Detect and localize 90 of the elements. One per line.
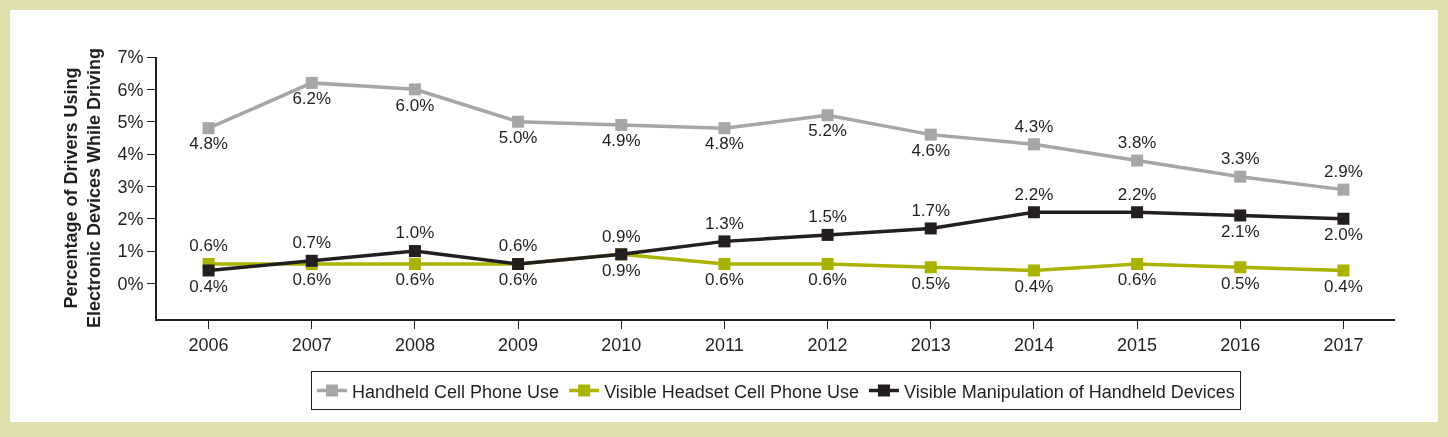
point <box>924 222 937 235</box>
point <box>305 76 318 89</box>
data-label: 0.6% <box>189 236 228 256</box>
data-label: 0.9% <box>601 260 641 280</box>
point <box>305 254 318 267</box>
data-label: 2.2% <box>1117 184 1157 204</box>
data-label: 2.9% <box>1324 161 1363 181</box>
point <box>1131 206 1144 219</box>
y-tick-label: 2% <box>117 209 144 230</box>
x-tick-label: 2011 <box>705 334 744 355</box>
point <box>718 235 731 248</box>
point <box>1234 209 1247 222</box>
x-tick-label: 2006 <box>188 334 229 355</box>
point <box>1027 206 1040 219</box>
point <box>718 258 731 271</box>
data-label: 4.8% <box>705 134 744 154</box>
x-tick-label: 2017 <box>1323 334 1364 355</box>
y-tick-label: 0% <box>117 273 144 294</box>
point <box>202 264 215 277</box>
data-label: 4.3% <box>1014 116 1054 136</box>
x-tick-label: 2007 <box>291 334 332 355</box>
point <box>1337 212 1350 225</box>
point <box>821 258 834 271</box>
x-tick-label: 2010 <box>601 334 642 355</box>
point <box>718 122 731 135</box>
y-tick-label: 6% <box>117 79 144 100</box>
x-tick-label: 2015 <box>1117 334 1158 355</box>
point <box>202 122 215 135</box>
point <box>924 261 937 274</box>
point <box>1337 183 1350 196</box>
data-label: 0.4% <box>1324 276 1363 296</box>
y-tick-label: 7% <box>117 47 144 68</box>
point <box>1131 258 1144 271</box>
point <box>408 245 421 258</box>
point <box>1234 170 1247 183</box>
data-label: 3.8% <box>1117 132 1157 152</box>
data-label: 4.6% <box>911 140 951 160</box>
data-label: 6.0% <box>395 95 435 115</box>
data-label: 1.3% <box>705 213 744 233</box>
x-tick-label: 2016 <box>1220 334 1261 355</box>
data-label: 0.6% <box>395 270 435 290</box>
data-label: 0.6% <box>292 270 332 290</box>
data-label: 0.6% <box>808 270 847 290</box>
data-label: 0.6% <box>498 270 538 290</box>
data-label: 0.7% <box>292 233 332 253</box>
point <box>1337 264 1350 277</box>
data-label: 1.0% <box>395 223 435 243</box>
x-tick-label: 2012 <box>807 334 848 355</box>
data-label: 4.9% <box>601 131 641 151</box>
data-label: 0.6% <box>705 270 744 290</box>
data-label: 2.2% <box>1014 184 1054 204</box>
point <box>924 128 937 141</box>
data-label: 0.9% <box>601 226 641 246</box>
data-label: 1.7% <box>911 200 951 220</box>
data-label: 0.4% <box>189 276 228 296</box>
x-tick-label: 2013 <box>910 334 951 355</box>
y-tick-label: 3% <box>117 176 144 197</box>
point <box>408 83 421 96</box>
point <box>821 228 834 241</box>
data-label: 4.8% <box>189 134 228 154</box>
legend-label: Visible Manipulation of Handheld Devices <box>903 381 1235 402</box>
legend-label: Handheld Cell Phone Use <box>352 381 560 402</box>
x-tick-label: 2014 <box>1013 334 1054 355</box>
point <box>615 118 628 131</box>
data-label: 0.6% <box>1117 270 1157 290</box>
data-label: 2.0% <box>1324 224 1363 244</box>
point <box>512 115 525 128</box>
data-label: 6.2% <box>292 89 332 109</box>
point <box>1027 138 1040 151</box>
data-label: 0.5% <box>911 273 951 293</box>
point <box>1131 154 1144 167</box>
y-tick-label: 5% <box>117 111 144 132</box>
data-label: 0.4% <box>1014 276 1054 296</box>
data-label: 2.1% <box>1220 221 1260 241</box>
legend-label: Visible Headset Cell Phone Use <box>604 381 859 402</box>
data-label: 0.5% <box>1220 273 1260 293</box>
y-axis-title: Percentage of Drivers Using Electronic Devices While Driving <box>60 47 105 329</box>
data-label: 0.6% <box>498 236 538 256</box>
x-tick-label: 2008 <box>394 334 435 355</box>
data-label: 5.0% <box>498 127 538 147</box>
data-label: 5.2% <box>808 121 847 141</box>
x-tick-label: 2009 <box>498 334 539 355</box>
point <box>408 258 421 271</box>
data-label: 1.5% <box>808 207 847 227</box>
point <box>1027 264 1040 277</box>
y-tick-label: 1% <box>117 241 144 262</box>
y-tick-label: 4% <box>117 144 144 165</box>
point <box>821 109 834 122</box>
data-label: 3.3% <box>1220 148 1260 168</box>
point <box>1234 261 1247 274</box>
